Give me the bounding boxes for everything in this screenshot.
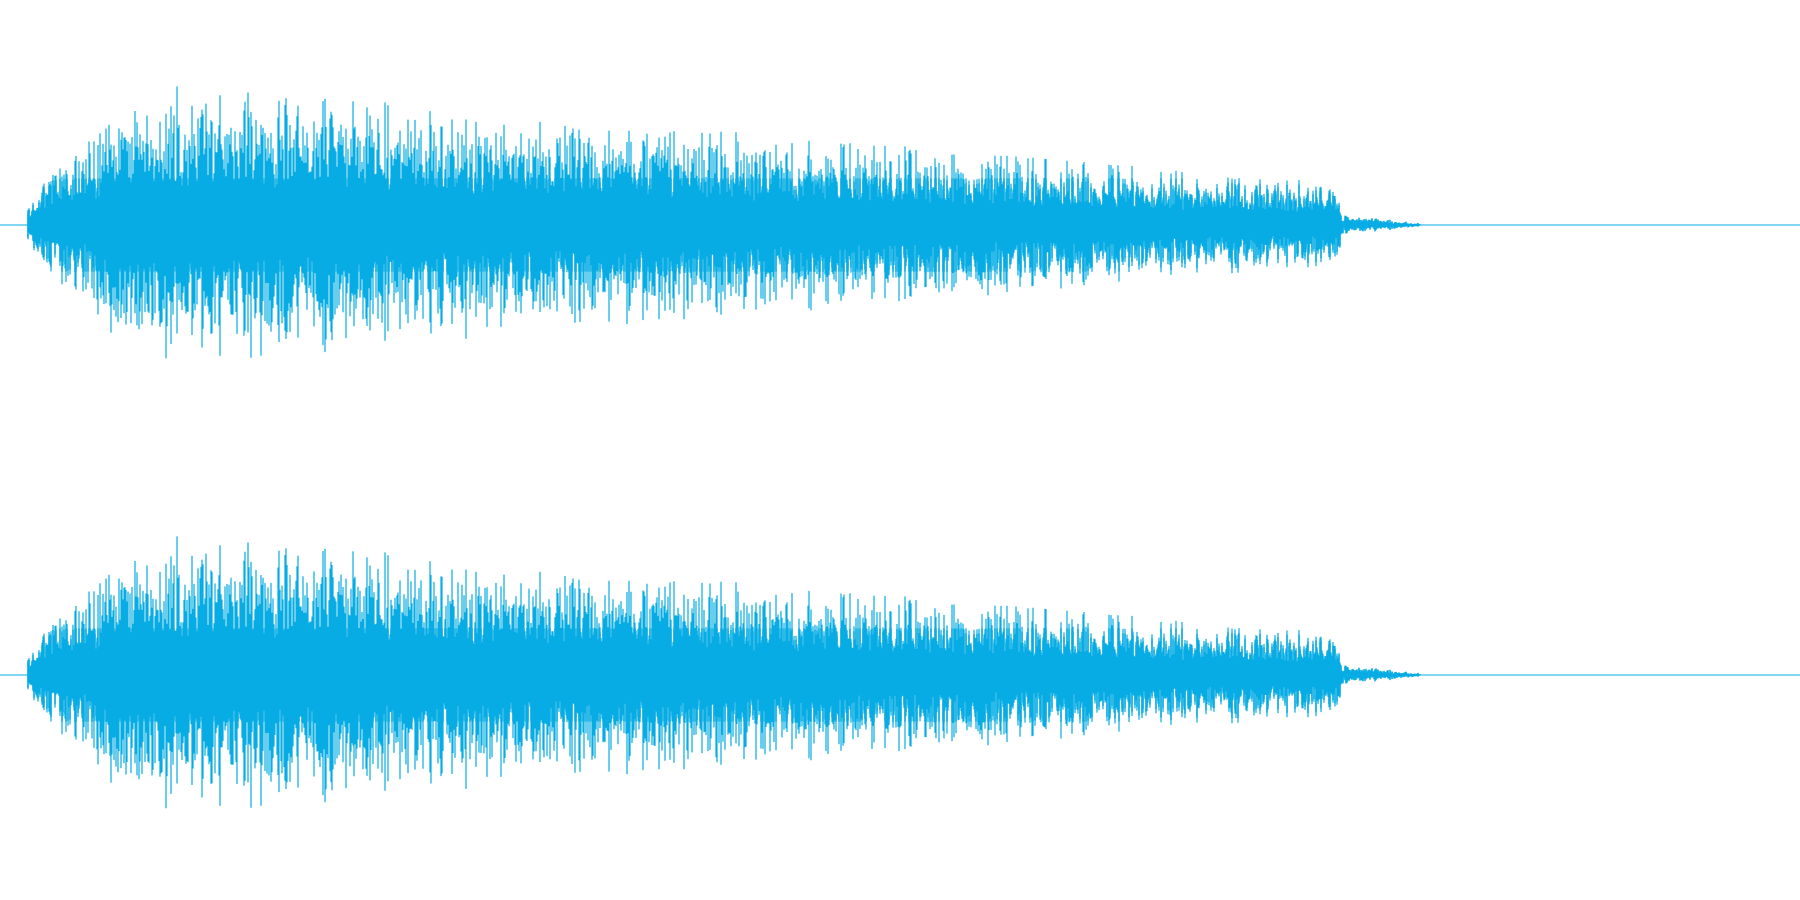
waveform-channel-left — [0, 86, 1800, 359]
waveform-core — [27, 628, 1421, 722]
waveform-channel-right — [0, 536, 1800, 809]
waveform-core — [27, 178, 1421, 272]
